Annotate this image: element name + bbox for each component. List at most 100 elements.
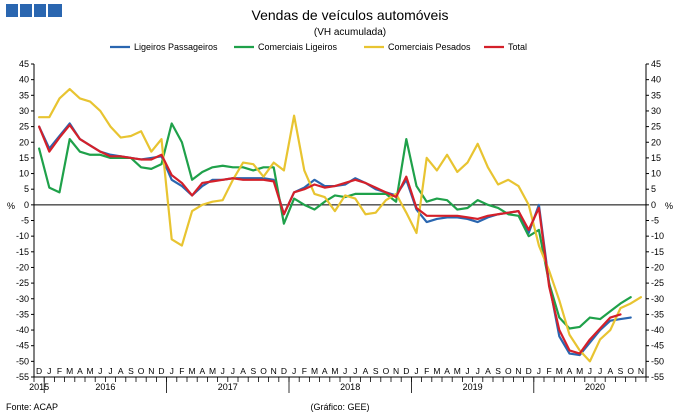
x-tick-label: A	[607, 366, 613, 376]
x-tick-label: A	[240, 366, 246, 376]
x-tick-label: A	[322, 366, 328, 376]
x-tick-label: M	[189, 366, 196, 376]
x-tick-label: M	[209, 366, 216, 376]
y-tick-label-left: -30	[16, 294, 29, 304]
y-tick-label-left: -50	[16, 356, 29, 366]
y-tick-label-right: 30	[651, 106, 661, 116]
y-tick-label-left: -10	[16, 231, 29, 241]
x-tick-label: M	[454, 366, 461, 376]
x-tick-label: A	[485, 366, 491, 376]
y-tick-label-right: 20	[651, 137, 661, 147]
x-year-label: 2019	[463, 382, 483, 392]
y-tick-label-left: 30	[19, 106, 29, 116]
x-year-label: 2016	[95, 382, 115, 392]
x-tick-label: A	[77, 366, 83, 376]
legend-label-3: Total	[508, 42, 527, 52]
x-year-label: 2020	[585, 382, 605, 392]
x-tick-label: N	[393, 366, 399, 376]
x-tick-label: J	[231, 366, 235, 376]
y-tick-label-right: 0	[651, 200, 656, 210]
y-tick-label-left: 10	[19, 169, 29, 179]
source-note: Fonte: ACAP	[6, 402, 58, 412]
y-tick-label-left: -35	[16, 309, 29, 319]
y-tick-label-right: 35	[651, 90, 661, 100]
y-tick-label-right: -15	[651, 247, 664, 257]
x-tick-label: M	[576, 366, 583, 376]
x-tick-label: F	[57, 366, 62, 376]
x-tick-label: S	[373, 366, 379, 376]
y-tick-label-right: 10	[651, 169, 661, 179]
y-tick-label-left: -15	[16, 247, 29, 257]
x-tick-label: M	[311, 366, 318, 376]
x-tick-label: J	[414, 366, 418, 376]
x-tick-label: J	[537, 366, 541, 376]
x-tick-label: J	[221, 366, 225, 376]
y-tick-label-left: 25	[19, 122, 29, 132]
y-tick-label-left: -55	[16, 372, 29, 382]
y-axis-right: 45 40 35 30 25 20 15 10 5 0 -5 -10 -15 -20 -25 -30 -35 -4…	[646, 59, 664, 382]
x-tick-label: A	[199, 366, 205, 376]
x-tick-label: J	[47, 366, 51, 376]
y-tick-label-right: -50	[651, 356, 664, 366]
x-tick-label: F	[302, 366, 307, 376]
x-tick-label: M	[556, 366, 563, 376]
x-tick-label: O	[627, 366, 634, 376]
y-tick-label-right: -45	[651, 341, 664, 351]
y-tick-label-right: 40	[651, 75, 661, 85]
y-tick-label-left: -5	[21, 216, 29, 226]
y-tick-label-left: -25	[16, 278, 29, 288]
x-tick-label: J	[170, 366, 174, 376]
y-tick-label-right: 5	[651, 184, 656, 194]
x-year-label: 2018	[340, 382, 360, 392]
x-tick-label: N	[515, 366, 521, 376]
y-tick-label-left: 15	[19, 153, 29, 163]
y-tick-label-right: 25	[651, 122, 661, 132]
x-tick-label: S	[250, 366, 256, 376]
y-tick-label-left: 20	[19, 137, 29, 147]
legend-label-2: Comerciais Pesados	[388, 42, 471, 52]
x-tick-label: O	[260, 366, 267, 376]
x-tick-label: J	[292, 366, 296, 376]
x-tick-label: J	[98, 366, 102, 376]
y-tick-label-right: -35	[651, 309, 664, 319]
x-tick-label: J	[108, 366, 112, 376]
credit-note: (Gráfico: GEE)	[310, 402, 369, 412]
legend-label-0: Ligeiros Passageiros	[134, 42, 218, 52]
x-tick-label: M	[433, 366, 440, 376]
y-tick-label-right: -25	[651, 278, 664, 288]
x-tick-label: J	[588, 366, 592, 376]
x-tick-label: J	[343, 366, 347, 376]
x-tick-label: N	[638, 366, 644, 376]
y-tick-label-left: -45	[16, 341, 29, 351]
x-tick-label: A	[567, 366, 573, 376]
x-tick-label: F	[546, 366, 551, 376]
y-tick-label-left: -20	[16, 262, 29, 272]
y-axis-left: 45 40 35 30 25 20 15 10 5 0 -5 -10 -15 -20 -25 -30 -35 -4…	[16, 59, 34, 382]
y-tick-label-left: 0	[24, 200, 29, 210]
x-tick-label: F	[179, 366, 184, 376]
x-tick-label: A	[363, 366, 369, 376]
x-tick-label: M	[66, 366, 73, 376]
x-tick-label: S	[495, 366, 501, 376]
x-tick-label: N	[148, 366, 154, 376]
series-line-3	[38, 123, 622, 355]
header-logo	[6, 4, 62, 17]
y-tick-label-right: -30	[651, 294, 664, 304]
series-line-1	[38, 122, 632, 330]
axes	[33, 64, 647, 378]
y-tick-label-right: -10	[651, 231, 664, 241]
y-tick-label-left: 5	[24, 184, 29, 194]
legend: Ligeiros Passageiros Comerciais Ligeiros C…	[110, 42, 527, 52]
x-tick-label: J	[465, 366, 469, 376]
series-line-2	[38, 87, 642, 363]
series-group	[38, 87, 642, 363]
y-tick-label-left: 35	[19, 90, 29, 100]
x-tick-label: A	[118, 366, 124, 376]
legend-label-1: Comerciais Ligeiros	[258, 42, 338, 52]
x-tick-label: O	[138, 366, 145, 376]
x-tick-label: D	[281, 366, 287, 376]
x-tick-label: F	[424, 366, 429, 376]
x-year-label: 2015	[29, 382, 49, 392]
y-tick-label-left: 40	[19, 75, 29, 85]
